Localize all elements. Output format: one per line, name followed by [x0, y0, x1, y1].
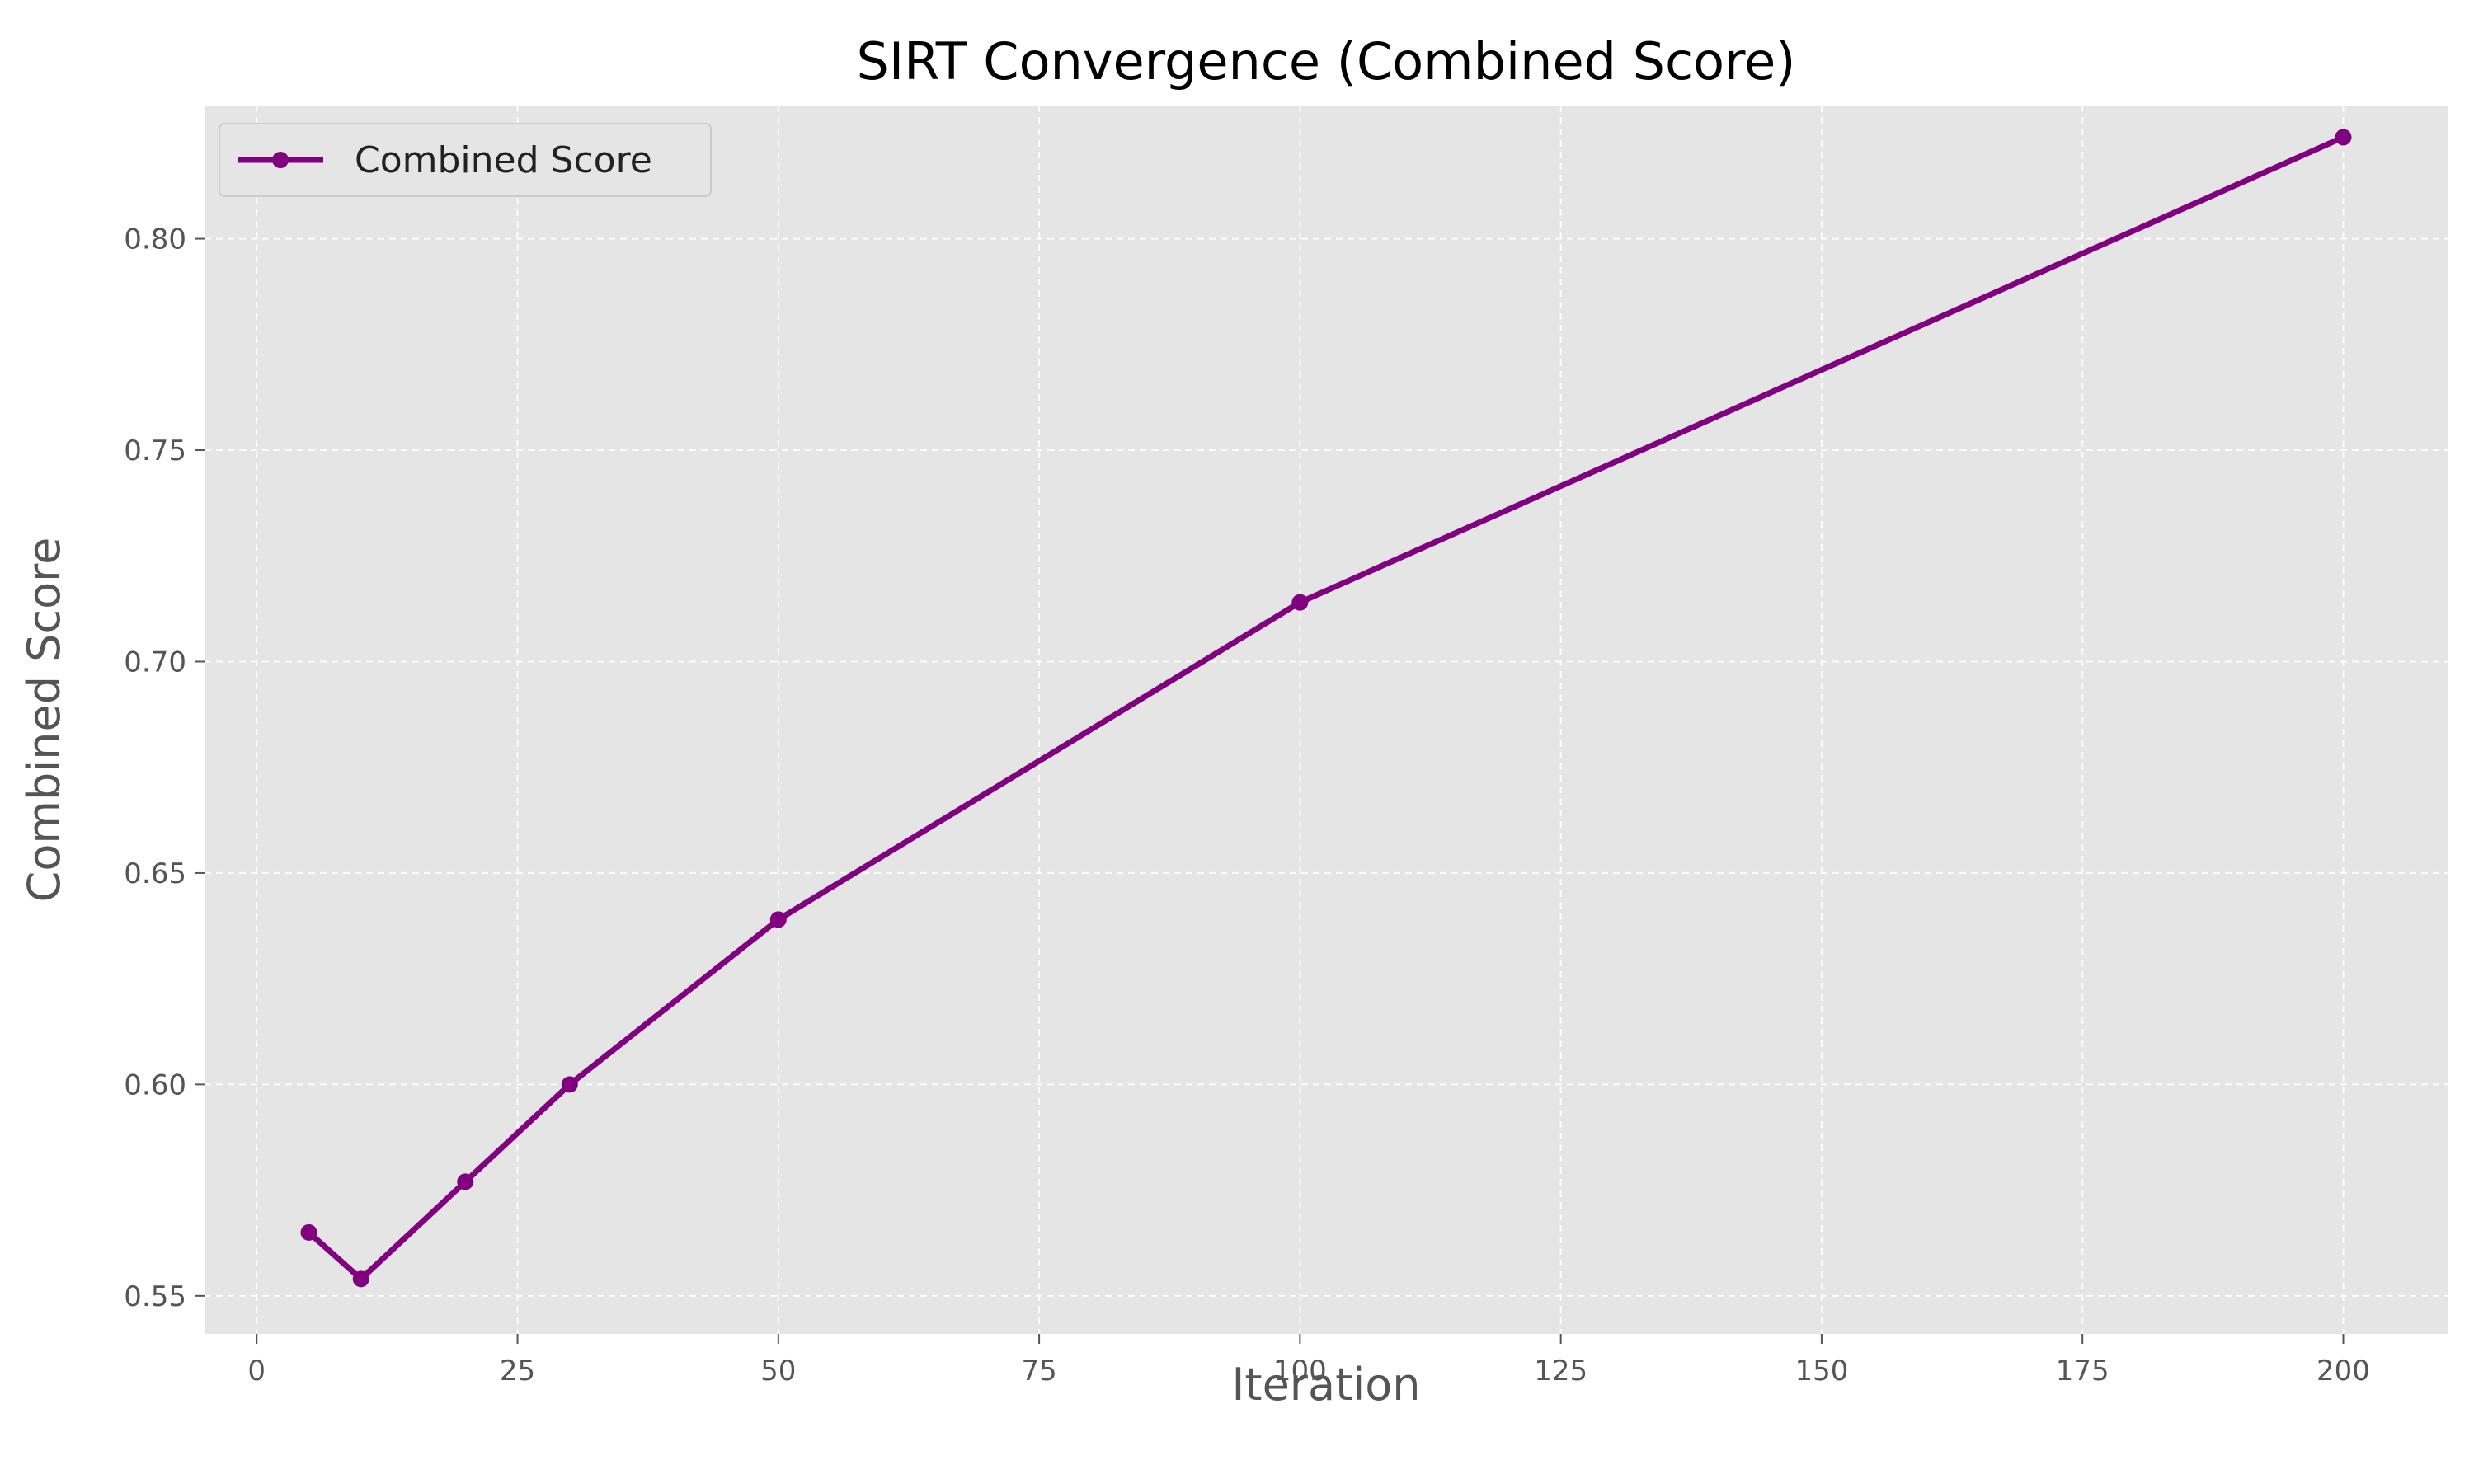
data-point: [1291, 594, 1309, 611]
chart-title: SIRT Convergence (Combined Score): [856, 31, 1795, 92]
data-point: [352, 1270, 369, 1288]
legend-box: [219, 123, 712, 197]
x-tick-label: 25: [500, 1355, 535, 1388]
data-point: [2335, 129, 2352, 146]
data-point: [300, 1223, 317, 1241]
y-tick-label: 0.70: [124, 646, 186, 679]
y-tick-label: 0.65: [124, 857, 186, 890]
y-tick-label: 0.55: [124, 1280, 186, 1313]
grid-lines: [205, 106, 2448, 1334]
plot-area: [205, 106, 2448, 1334]
data-point: [561, 1076, 578, 1093]
x-tick-label: 0: [247, 1355, 266, 1388]
x-axis-label: Iteration: [1231, 1359, 1420, 1411]
data-point: [457, 1173, 474, 1190]
y-axis-label: Combined Score: [18, 538, 70, 903]
x-tick-label: 175: [2056, 1355, 2109, 1388]
y-tick-label: 0.75: [124, 434, 186, 467]
series-layer: [300, 129, 2352, 1288]
x-tick-label: 75: [1021, 1355, 1056, 1388]
data-point: [769, 911, 787, 928]
y-tick-label: 0.60: [124, 1068, 186, 1101]
x-tick-label: 50: [760, 1355, 796, 1388]
x-tick-label: 150: [1794, 1355, 1848, 1388]
y-tick-label: 0.80: [124, 223, 186, 256]
legend-label: Combined Score: [355, 139, 652, 181]
x-tick-label: 200: [2316, 1355, 2370, 1388]
legend: Combined Score: [219, 123, 712, 197]
axis-ticks: 0 25 50 75 100 125 150 175 200 0.55 0.60 0.65 0.70 0.…: [124, 223, 2370, 1388]
x-tick-label: 125: [1534, 1355, 1587, 1388]
x-tick-label: 100: [1273, 1355, 1327, 1388]
legend-marker-icon: [272, 152, 289, 168]
